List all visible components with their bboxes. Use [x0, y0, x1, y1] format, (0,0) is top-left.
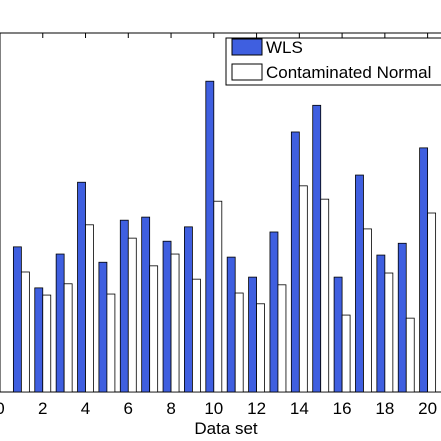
bar [55, 253, 65, 393]
bar [333, 276, 343, 393]
bar [277, 284, 287, 393]
x-tick-label: 2 [38, 399, 47, 418]
bar [127, 237, 137, 393]
bar [269, 231, 279, 393]
x-tick-label: 8 [166, 399, 175, 418]
bar [42, 294, 52, 393]
plot-frame [0, 32, 441, 393]
bar [419, 147, 429, 393]
x-tick-label: 0 [0, 399, 5, 418]
x-tick-label: 10 [204, 399, 223, 418]
bar [320, 198, 330, 393]
legend-label: Contaminated Normal [266, 63, 431, 82]
bar [20, 271, 30, 393]
bar [12, 246, 22, 393]
bar [226, 256, 236, 393]
bar [405, 317, 415, 393]
x-tick-label: 14 [290, 399, 309, 418]
bar [192, 278, 201, 393]
bar [149, 265, 159, 393]
x-axis-label: Data set [194, 419, 258, 438]
bar [363, 228, 372, 393]
legend-label: WLS [266, 38, 303, 57]
bar [256, 303, 265, 393]
x-tick-label: 12 [247, 399, 266, 418]
bar [384, 272, 394, 393]
x-tick-label: 6 [124, 399, 133, 418]
bar [298, 185, 308, 393]
bar [98, 261, 108, 393]
bar [184, 226, 193, 393]
bar [205, 80, 215, 393]
bar [106, 293, 116, 393]
bar [119, 219, 129, 393]
x-tick-label: 18 [375, 399, 394, 418]
bar [34, 287, 44, 393]
x-tick-label: 20 [418, 399, 437, 418]
x-tick-label: 16 [333, 399, 352, 418]
bar [427, 212, 437, 393]
legend-swatch [231, 63, 263, 81]
bar [162, 240, 172, 393]
bar [213, 200, 223, 393]
bar [355, 174, 364, 393]
bar [141, 216, 151, 393]
bar [77, 181, 86, 393]
bar [234, 292, 244, 393]
bar [63, 283, 73, 393]
bar [341, 314, 351, 393]
bar [312, 104, 322, 393]
bar [290, 131, 300, 393]
legend-swatch [231, 38, 263, 56]
bar [85, 224, 94, 393]
x-tick-label: 4 [81, 399, 90, 418]
bar [397, 242, 407, 393]
bar [376, 254, 386, 393]
bar [170, 253, 180, 393]
bar [248, 276, 257, 393]
